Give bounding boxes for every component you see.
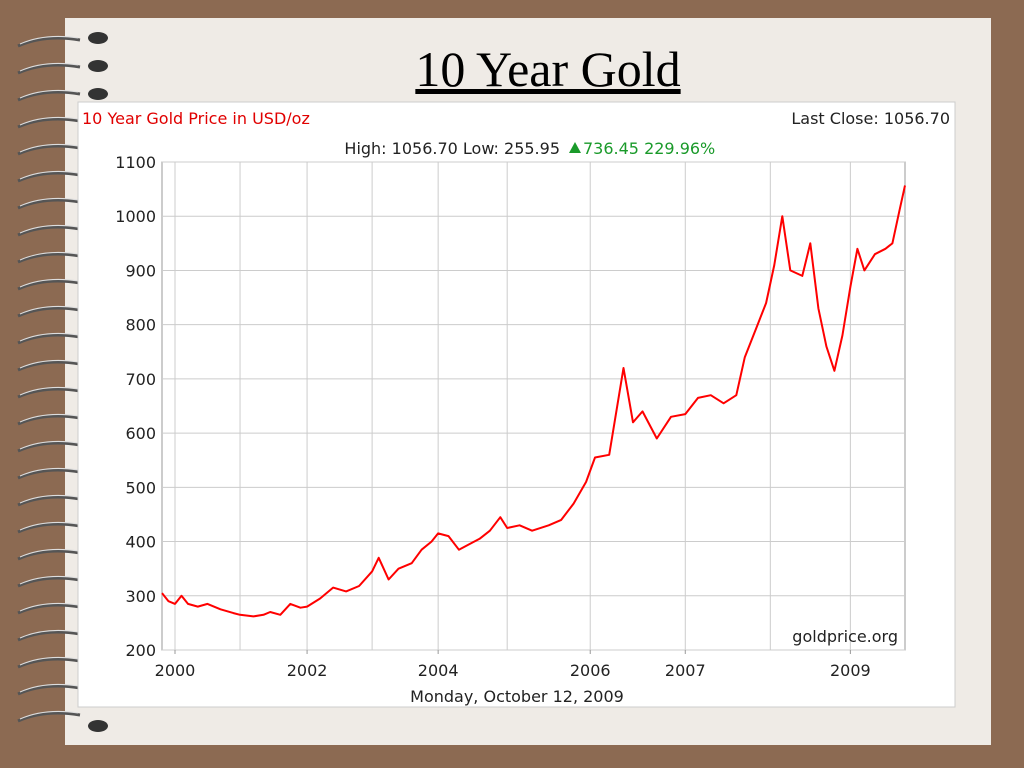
x-tick-label: 2007 <box>665 661 706 680</box>
spiral-ring-shine <box>19 603 79 612</box>
y-tick-label: 1100 <box>115 153 156 172</box>
spiral-ring-shine <box>19 684 79 693</box>
x-tick-label: 2004 <box>418 661 459 680</box>
spiral-ring <box>17 198 81 210</box>
high-low: High: 1056.70 Low: 255.95 <box>344 139 560 158</box>
y-tick-label: 700 <box>125 370 156 389</box>
y-tick-label: 1000 <box>115 207 156 226</box>
plot-area <box>161 161 906 651</box>
plot: 200 300 400 500 600 700 800 900 1000 1100 2000 2002… <box>115 153 906 706</box>
spiral-ring <box>17 387 81 399</box>
spiral-ring-shine <box>19 414 79 423</box>
spiral-ring-shine <box>19 279 79 288</box>
x-tick-label: 2006 <box>570 661 611 680</box>
spiral-ring <box>17 225 81 237</box>
spiral-ring-shine <box>19 522 79 531</box>
spiral-ring <box>17 414 81 426</box>
change: 736.45 229.96% <box>583 139 715 158</box>
y-tick-label: 400 <box>125 533 156 552</box>
spiral-ring <box>17 279 81 291</box>
spiral-ring-shine <box>19 306 79 315</box>
spiral-ring <box>17 576 81 588</box>
slide-title: 10 Year Gold <box>415 41 680 97</box>
spiral-ring <box>17 171 81 183</box>
up-arrow <box>569 142 581 153</box>
spiral-ring <box>17 252 81 264</box>
spiral-ring-shine <box>19 630 79 639</box>
spiral-ring <box>17 495 81 507</box>
spiral-hole <box>88 60 108 72</box>
spiral-ring-shine <box>19 711 79 720</box>
spiral-ring <box>17 549 81 561</box>
last-close: Last Close: 1056.70 <box>791 109 950 128</box>
x-tick-label: 2002 <box>287 661 328 680</box>
y-tick-label: 600 <box>125 424 156 443</box>
y-tick-label: 200 <box>125 641 156 660</box>
spiral-ring-shine <box>19 252 79 261</box>
spiral-hole <box>88 32 108 44</box>
spiral-ring <box>17 36 81 48</box>
spiral-ring <box>17 306 81 318</box>
spiral-ring <box>17 144 81 156</box>
spiral-ring <box>17 630 81 642</box>
spiral-ring-shine <box>19 36 79 45</box>
source: goldprice.org <box>792 627 898 646</box>
spiral-ring-shine <box>19 333 79 342</box>
y-tick-label: 300 <box>125 587 156 606</box>
spiral-ring <box>17 63 81 75</box>
spiral-ring-shine <box>19 144 79 153</box>
price-line <box>161 185 906 618</box>
spiral-ring-shine <box>19 225 79 234</box>
spiral-ring-shine <box>19 549 79 558</box>
spiral-ring-shine <box>19 90 79 99</box>
spiral-ring-shine <box>19 657 79 666</box>
x-tick-label: 2000 <box>155 661 196 680</box>
chart-title: 10 Year Gold Price in USD/oz <box>82 109 310 128</box>
y-tick-label: 500 <box>125 478 156 497</box>
spiral-ring-shine <box>19 63 79 72</box>
spiral-ring-shine <box>19 117 79 126</box>
spiral-hole <box>88 88 108 100</box>
date: Monday, October 12, 2009 <box>410 687 624 706</box>
spiral-hole <box>88 720 108 732</box>
x-tick-label: 2009 <box>830 661 871 680</box>
spiral-ring <box>17 441 81 453</box>
spiral-ring <box>17 360 81 372</box>
spiral-ring <box>17 657 81 669</box>
spiral-ring-shine <box>19 387 79 396</box>
spiral-ring <box>17 90 81 102</box>
spiral-ring-shine <box>19 171 79 180</box>
spiral-ring-shine <box>19 441 79 450</box>
spiral-ring <box>17 603 81 615</box>
spiral-ring <box>17 684 81 696</box>
spiral-ring <box>17 468 81 480</box>
spiral-ring <box>17 522 81 534</box>
y-tick-label: 800 <box>125 316 156 335</box>
spiral-ring-shine <box>19 495 79 504</box>
spiral-ring-shine <box>19 360 79 369</box>
y-tick-label: 900 <box>125 261 156 280</box>
spiral-ring <box>17 117 81 129</box>
spiral-ring-shine <box>19 468 79 477</box>
spiral-ring <box>17 711 81 723</box>
spiral-ring <box>17 333 81 345</box>
spiral-ring-shine <box>19 576 79 585</box>
spiral-ring-shine <box>19 198 79 207</box>
spiral-binding <box>17 32 108 732</box>
